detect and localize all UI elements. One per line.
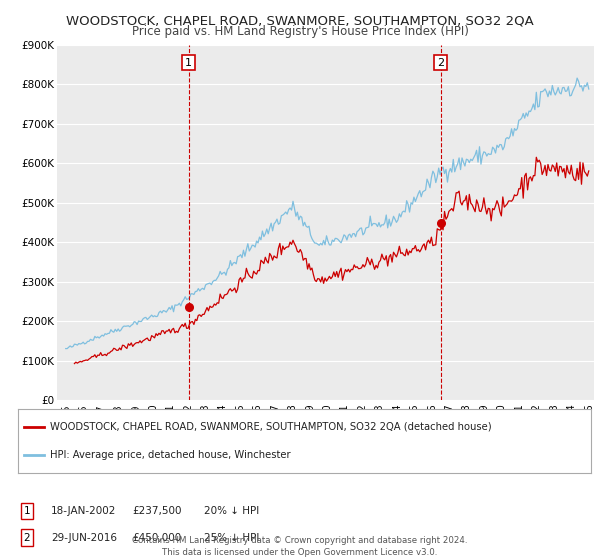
Text: 1: 1	[23, 506, 31, 516]
Text: 29-JUN-2016: 29-JUN-2016	[51, 533, 117, 543]
Text: £237,500: £237,500	[132, 506, 182, 516]
Text: 20% ↓ HPI: 20% ↓ HPI	[204, 506, 259, 516]
Text: WOODSTOCK, CHAPEL ROAD, SWANMORE, SOUTHAMPTON, SO32 2QA (detached house): WOODSTOCK, CHAPEL ROAD, SWANMORE, SOUTHA…	[50, 422, 491, 432]
Text: 1: 1	[185, 58, 192, 68]
Text: 25% ↓ HPI: 25% ↓ HPI	[204, 533, 259, 543]
Text: 2: 2	[23, 533, 31, 543]
Text: £450,000: £450,000	[132, 533, 181, 543]
Text: 18-JAN-2002: 18-JAN-2002	[51, 506, 116, 516]
Text: WOODSTOCK, CHAPEL ROAD, SWANMORE, SOUTHAMPTON, SO32 2QA: WOODSTOCK, CHAPEL ROAD, SWANMORE, SOUTHA…	[66, 14, 534, 27]
Text: 2: 2	[437, 58, 444, 68]
Text: Price paid vs. HM Land Registry's House Price Index (HPI): Price paid vs. HM Land Registry's House …	[131, 25, 469, 38]
Text: HPI: Average price, detached house, Winchester: HPI: Average price, detached house, Winc…	[50, 450, 290, 460]
Text: Contains HM Land Registry data © Crown copyright and database right 2024.
This d: Contains HM Land Registry data © Crown c…	[132, 536, 468, 557]
